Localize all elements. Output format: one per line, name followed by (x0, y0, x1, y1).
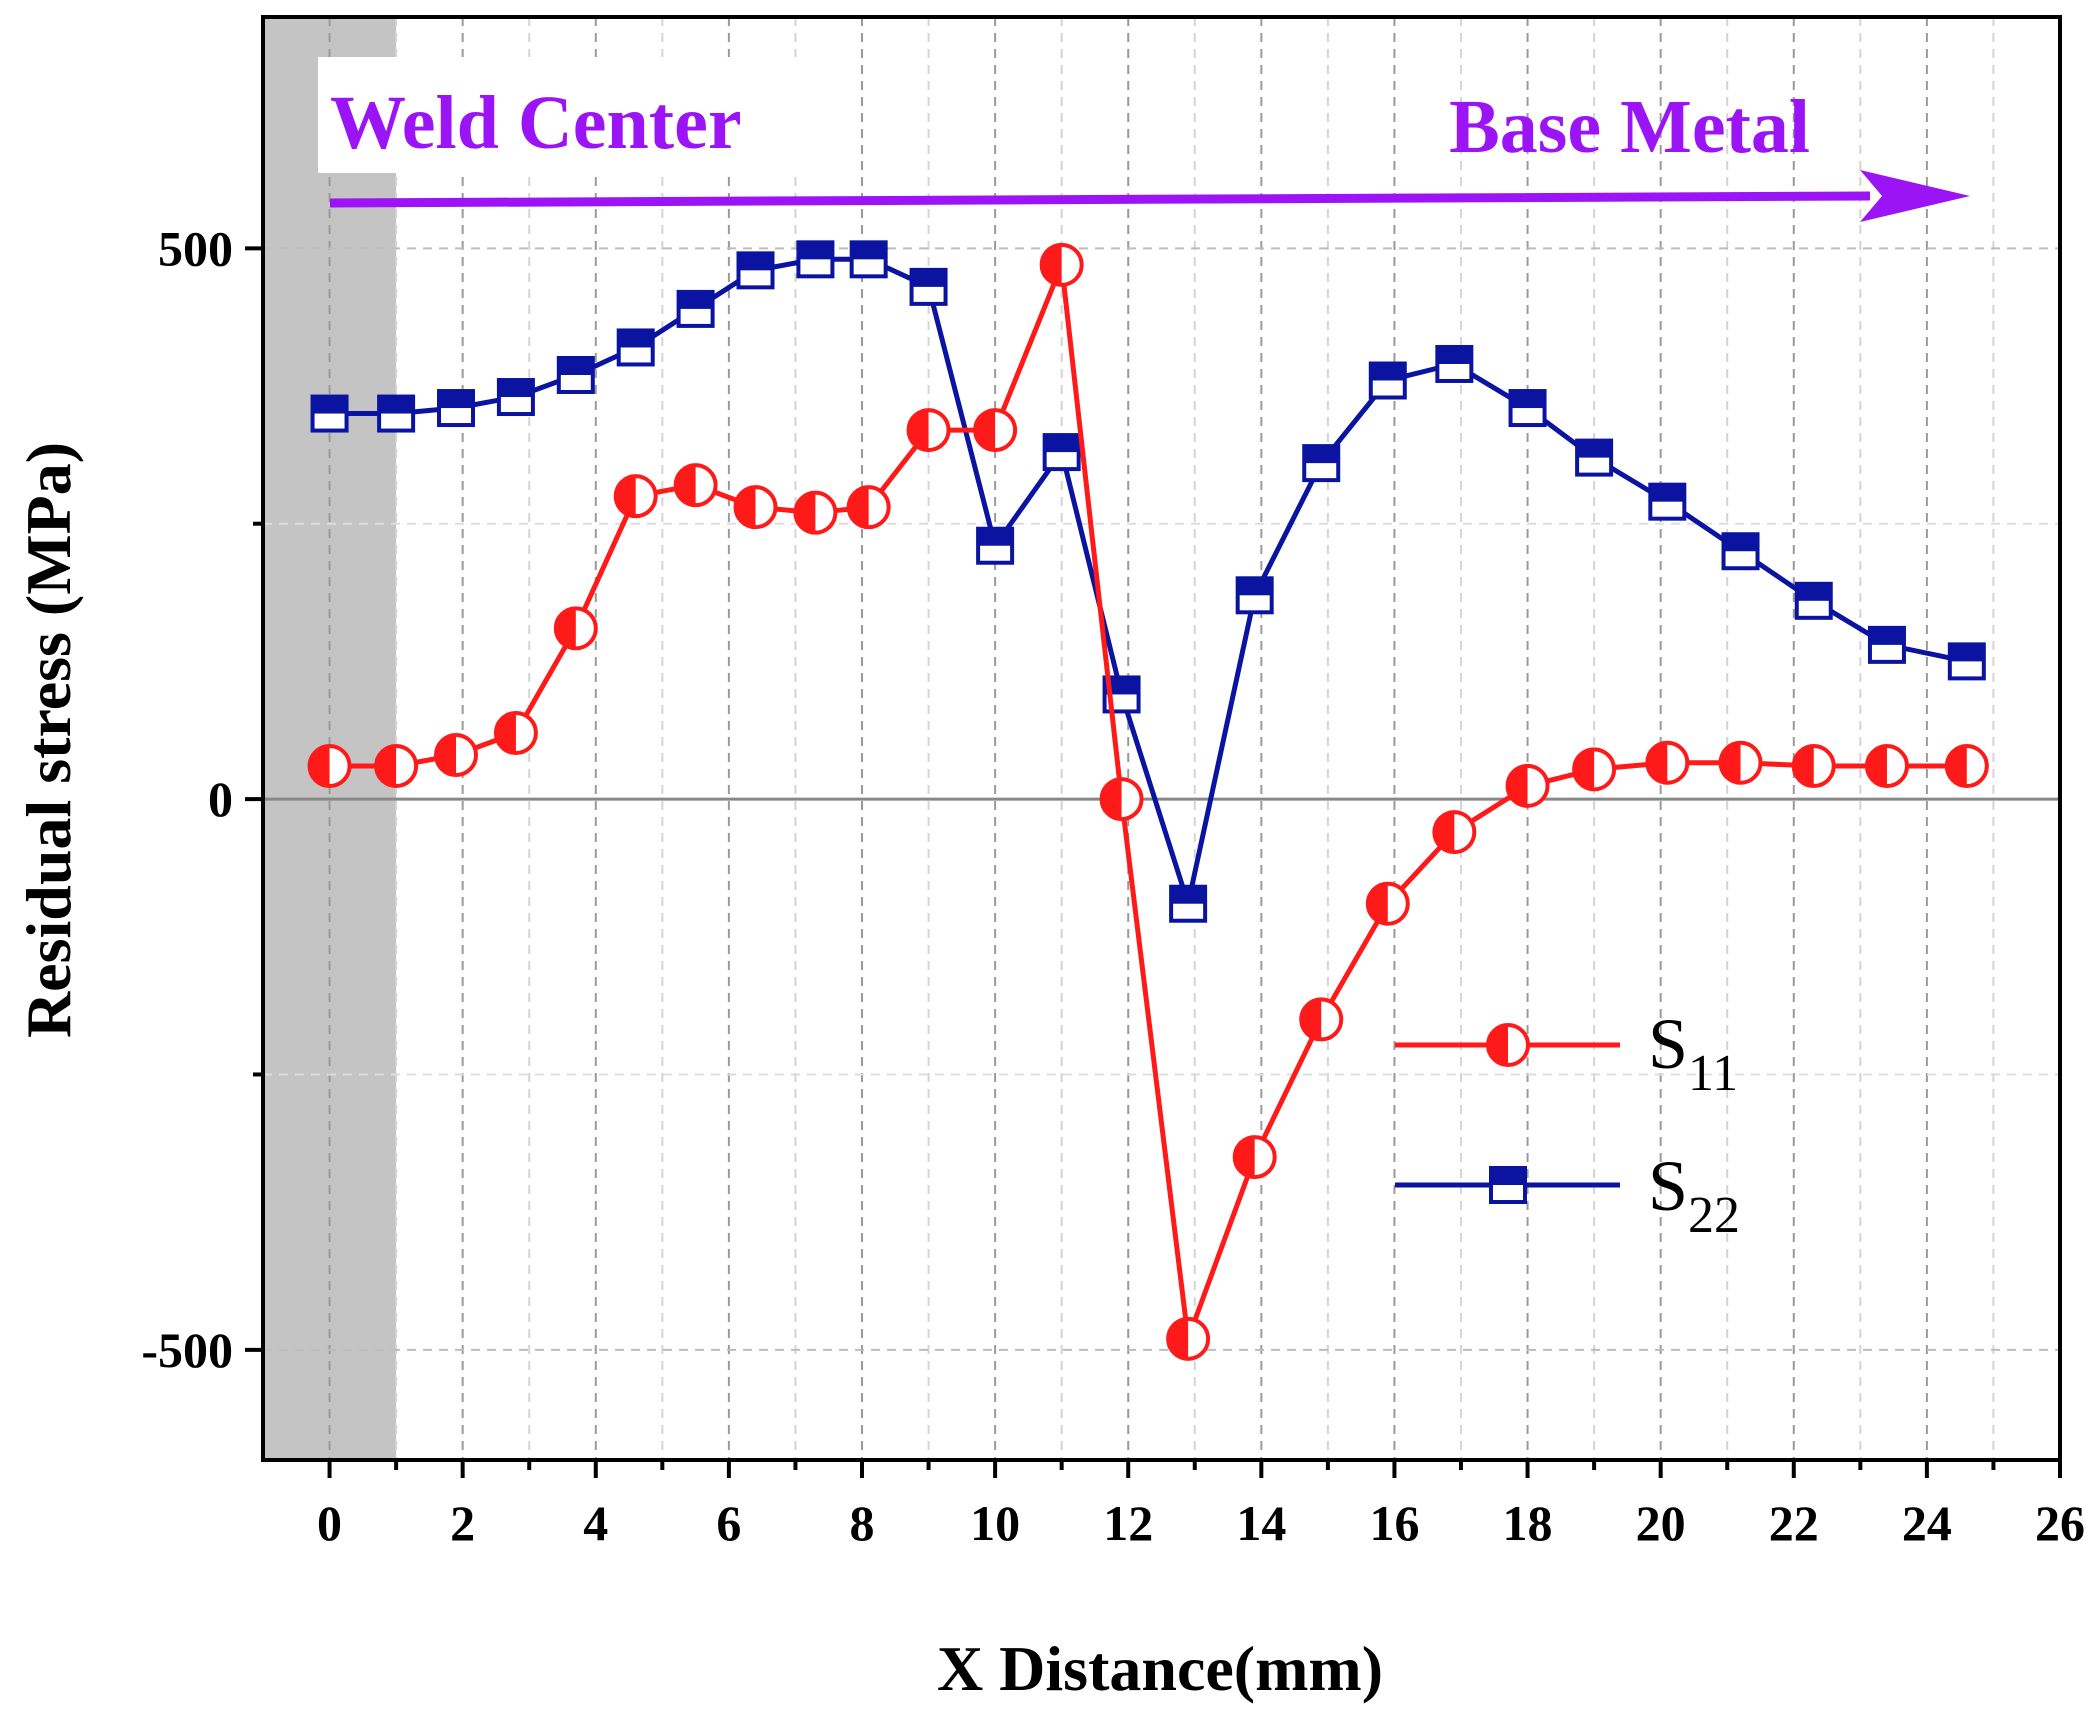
legend-s11-name: S (1648, 1004, 1688, 1084)
y-tick-label: 500 (158, 220, 233, 276)
data-point (493, 710, 538, 755)
data-point (906, 408, 951, 453)
data-point (736, 251, 775, 290)
data-point (1864, 744, 1909, 789)
series-line (329, 262, 1967, 1342)
data-point (1648, 482, 1687, 521)
data-point (796, 240, 835, 279)
data-point (1505, 763, 1550, 808)
data-point (556, 355, 595, 394)
x-tick-label: 24 (1902, 1495, 1952, 1551)
data-point (1718, 740, 1763, 785)
data-point (1039, 242, 1084, 287)
x-axis-title: X Distance(mm) (937, 1633, 1383, 1704)
x-tick-label: 26 (2035, 1495, 2085, 1551)
data-point (1944, 744, 1989, 789)
data-point (909, 267, 948, 306)
data-point (310, 394, 349, 433)
x-tick-labels: 0 2 4 6 8 10 12 14 16 18 20 22 24 26 (317, 1495, 2085, 1551)
data-point (1432, 810, 1477, 855)
data-point (1299, 997, 1344, 1042)
y-axis-title: Residual stress (MPa) (13, 442, 84, 1038)
base-metal-label: Base Metal (1449, 85, 1810, 169)
plot-frame (261, 15, 2062, 1462)
x-tick-label: 4 (583, 1495, 608, 1551)
x-tick-label: 20 (1636, 1495, 1686, 1551)
data-point (846, 485, 891, 530)
data-point (1042, 433, 1081, 472)
data-point (976, 526, 1015, 565)
axis-ticks (245, 246, 2062, 1478)
legend-s11-marker (1486, 1023, 1530, 1067)
legend-marker-square (1489, 1166, 1527, 1204)
data-point (733, 485, 778, 530)
data-point (1645, 740, 1690, 785)
data-point (1368, 361, 1407, 400)
data-point (1435, 344, 1474, 383)
x-tick-label: 0 (317, 1495, 342, 1551)
series-line (329, 256, 1968, 907)
data-point (1232, 1135, 1277, 1180)
y-tick-labels: -500 0 500 (141, 220, 233, 1378)
data-point (1791, 744, 1836, 789)
legend-s22-label: S22 (1648, 1146, 1740, 1244)
x-tick-label: 16 (1369, 1495, 1419, 1551)
data-point (1575, 438, 1614, 477)
legend-s22-subscript: 22 (1688, 1187, 1740, 1244)
data-point (1169, 884, 1208, 923)
data-point (613, 474, 658, 519)
x-tick-label: 18 (1503, 1495, 1553, 1551)
direction-arrowhead-icon (1860, 170, 1970, 222)
y-tick-label: -500 (141, 1322, 233, 1378)
legend-s11-label: S11 (1648, 1004, 1738, 1102)
x-tick-label: 14 (1236, 1495, 1286, 1551)
data-point (793, 490, 838, 535)
x-tick-label: 10 (970, 1495, 1020, 1551)
weld-center-label: Weld Center (330, 81, 742, 165)
data-point (1099, 777, 1144, 822)
data-point (973, 408, 1018, 453)
legend: S11 S22 (1395, 1004, 1740, 1244)
data-point (437, 389, 476, 428)
series-s11 (307, 242, 1989, 1361)
data-point (1794, 581, 1833, 620)
data-point (434, 733, 479, 778)
x-tick-label: 8 (850, 1495, 875, 1551)
data-point (377, 394, 416, 433)
data-point (307, 744, 352, 789)
y-tick-label: 0 (208, 771, 233, 827)
x-tick-label: 2 (450, 1495, 475, 1551)
data-point (1508, 389, 1547, 428)
data-point (1302, 444, 1341, 483)
x-tick-label: 6 (716, 1495, 741, 1551)
series-s22 (310, 240, 1986, 923)
legend-marker-circle (1486, 1023, 1530, 1067)
data-point (1867, 625, 1906, 664)
data-point (496, 378, 535, 417)
data-point (1947, 642, 1986, 681)
x-tick-label: 22 (1769, 1495, 1819, 1551)
data-point (676, 289, 715, 328)
legend-s22-name: S (1648, 1146, 1688, 1226)
data-point (616, 328, 655, 367)
data-point (374, 744, 419, 789)
data-point (849, 240, 888, 279)
data-point (553, 606, 598, 651)
data-point (1235, 576, 1274, 615)
legend-s11-subscript: 11 (1688, 1045, 1738, 1102)
data-point (1365, 881, 1410, 926)
legend-s22-marker (1489, 1166, 1527, 1204)
weld-center-label-bg (318, 57, 838, 173)
data-point (1572, 747, 1617, 792)
data-point (1166, 1316, 1211, 1361)
data-point (673, 463, 718, 508)
data-point (1721, 532, 1760, 571)
x-tick-label: 12 (1103, 1495, 1153, 1551)
direction-arrow (329, 191, 1871, 208)
